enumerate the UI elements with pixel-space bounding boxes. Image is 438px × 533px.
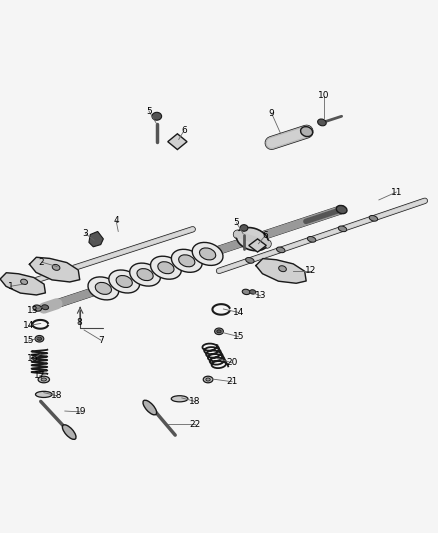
- Ellipse shape: [307, 237, 316, 242]
- Ellipse shape: [137, 269, 153, 280]
- Ellipse shape: [95, 282, 112, 294]
- Ellipse shape: [240, 225, 248, 231]
- Text: 18: 18: [51, 391, 63, 400]
- Polygon shape: [256, 259, 306, 283]
- Ellipse shape: [246, 257, 254, 263]
- Ellipse shape: [88, 277, 119, 300]
- Text: 15: 15: [233, 332, 244, 341]
- Ellipse shape: [276, 247, 285, 253]
- Text: 3: 3: [82, 229, 88, 238]
- Ellipse shape: [152, 112, 162, 120]
- Ellipse shape: [203, 376, 213, 383]
- Ellipse shape: [179, 255, 195, 267]
- Ellipse shape: [217, 330, 221, 333]
- Polygon shape: [249, 239, 266, 252]
- Text: 14: 14: [23, 321, 34, 330]
- Text: 12: 12: [305, 266, 317, 276]
- Text: 7: 7: [98, 336, 104, 344]
- Text: 9: 9: [268, 109, 275, 118]
- Ellipse shape: [318, 119, 326, 126]
- Ellipse shape: [300, 127, 313, 136]
- Text: 19: 19: [75, 407, 87, 416]
- Ellipse shape: [338, 226, 347, 232]
- Text: 10: 10: [318, 91, 330, 100]
- Text: 22: 22: [189, 419, 201, 429]
- Ellipse shape: [279, 266, 286, 272]
- Text: 17: 17: [34, 372, 45, 381]
- Text: 2: 2: [39, 257, 44, 266]
- Ellipse shape: [171, 395, 188, 402]
- Text: 6: 6: [262, 231, 268, 240]
- Text: 6: 6: [181, 126, 187, 135]
- Ellipse shape: [369, 215, 378, 221]
- Ellipse shape: [37, 337, 42, 340]
- Ellipse shape: [38, 376, 49, 383]
- Polygon shape: [168, 134, 187, 150]
- Ellipse shape: [158, 262, 174, 274]
- Ellipse shape: [250, 289, 256, 294]
- Ellipse shape: [42, 305, 49, 310]
- Text: 18: 18: [189, 397, 201, 406]
- Text: 14: 14: [233, 308, 244, 317]
- Ellipse shape: [151, 256, 181, 279]
- Text: 5: 5: [233, 218, 240, 227]
- Ellipse shape: [199, 248, 216, 260]
- Ellipse shape: [130, 263, 160, 286]
- Text: 16: 16: [27, 354, 39, 363]
- Ellipse shape: [192, 243, 223, 265]
- Text: 21: 21: [226, 377, 238, 386]
- Ellipse shape: [35, 391, 52, 398]
- Ellipse shape: [109, 270, 140, 293]
- Text: 4: 4: [113, 216, 119, 225]
- Text: 15: 15: [23, 336, 34, 345]
- Ellipse shape: [242, 289, 250, 295]
- Ellipse shape: [21, 279, 28, 285]
- Ellipse shape: [215, 328, 223, 335]
- Ellipse shape: [33, 305, 42, 311]
- Ellipse shape: [336, 205, 347, 214]
- Ellipse shape: [35, 335, 44, 342]
- Text: 13: 13: [27, 306, 39, 315]
- Polygon shape: [0, 273, 46, 295]
- Ellipse shape: [52, 264, 60, 270]
- Ellipse shape: [116, 276, 132, 287]
- Ellipse shape: [237, 228, 268, 251]
- Ellipse shape: [62, 425, 76, 439]
- Text: 20: 20: [226, 358, 238, 367]
- Text: 8: 8: [76, 318, 82, 327]
- Ellipse shape: [171, 249, 202, 272]
- Ellipse shape: [41, 378, 46, 381]
- Polygon shape: [89, 231, 103, 247]
- Ellipse shape: [206, 378, 210, 381]
- Text: 5: 5: [146, 107, 152, 116]
- Text: 1: 1: [8, 282, 14, 290]
- Polygon shape: [29, 257, 80, 282]
- Ellipse shape: [143, 400, 157, 415]
- Text: 11: 11: [391, 188, 402, 197]
- Text: 13: 13: [255, 292, 266, 301]
